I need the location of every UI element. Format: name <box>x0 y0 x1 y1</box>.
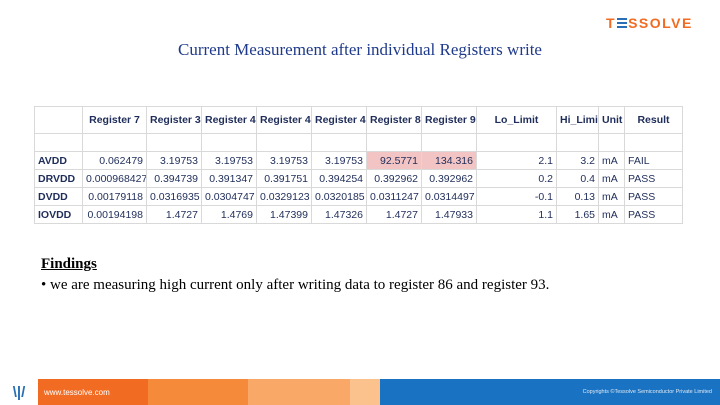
hi-limit-cell: 0.4 <box>556 169 599 188</box>
value-cell: 0.392962 <box>366 169 422 188</box>
table-empty-cell <box>256 133 312 152</box>
table-header-cell: Register 41 <box>201 106 257 134</box>
value-cell: 0.0314497 <box>421 187 477 206</box>
findings-section: Findings • we are measuring high current… <box>41 254 549 296</box>
result-cell: PASS <box>624 187 683 206</box>
value-cell: 0.0329123 <box>256 187 312 206</box>
footer-copyright: Copyrights ©Tessolve Semiconductor Priva… <box>582 389 712 395</box>
hi-limit-cell: 0.13 <box>556 187 599 206</box>
hi-limit-cell: 1.65 <box>556 205 599 224</box>
table-header-row: Register 7 Register 37 Register 41 Register… <box>34 106 683 134</box>
value-cell: 0.394739 <box>146 169 202 188</box>
table-header-cell: Register 42 <box>311 106 367 134</box>
table-row: DRVDD 0.000968427 0.394739 0.391347 0.391751… <box>34 169 683 188</box>
value-cell: 0.00179118 <box>82 187 147 206</box>
result-cell: PASS <box>624 169 683 188</box>
table-header-cell: Lo_Limit <box>476 106 557 134</box>
value-cell: 1.47326 <box>311 205 367 224</box>
table-header-cell: Register 86 <box>366 106 422 134</box>
footer-bar: \|/ www.tessolve.com Copyrights ©Tessolv… <box>0 379 720 405</box>
table-empty-cell <box>624 133 683 152</box>
footer-logo-icon: \|/ <box>0 379 38 405</box>
value-cell: 0.000968427 <box>82 169 147 188</box>
value-cell: 1.4727 <box>146 205 202 224</box>
table-header-cell: Unit <box>598 106 625 134</box>
footer-website-block: www.tessolve.com <box>38 379 148 405</box>
value-cell: 1.47399 <box>256 205 312 224</box>
row-label: IOVDD <box>34 205 83 224</box>
findings-heading: Findings <box>41 256 97 272</box>
value-cell: 1.4769 <box>201 205 257 224</box>
table-empty-cell <box>146 133 202 152</box>
value-cell: 1.4727 <box>366 205 422 224</box>
table-header-cell: Register 37 <box>146 106 202 134</box>
value-cell: 3.19753 <box>201 151 257 170</box>
table-header-cell: Register 93 <box>421 106 477 134</box>
row-label: DVDD <box>34 187 83 206</box>
lo-limit-cell: 2.1 <box>476 151 557 170</box>
value-cell: 0.392962 <box>421 169 477 188</box>
value-cell: 134.316 <box>421 151 477 170</box>
value-cell: 0.062479 <box>82 151 147 170</box>
unit-cell: mA <box>598 169 625 188</box>
value-cell: 92.5771 <box>366 151 422 170</box>
value-cell: 3.19753 <box>311 151 367 170</box>
value-cell: 3.19753 <box>146 151 202 170</box>
unit-cell: mA <box>598 187 625 206</box>
table-row: AVDD 0.062479 3.19753 3.19753 3.19753 3.19753… <box>34 151 683 170</box>
lo-limit-cell: 0.2 <box>476 169 557 188</box>
slide-title: Current Measurement after individual Reg… <box>178 40 542 59</box>
table-header-cell: Hi_Limit <box>556 106 599 134</box>
footer-stripe-3 <box>350 379 380 405</box>
table-empty-cell <box>82 133 147 152</box>
table-spacer-row <box>34 133 683 152</box>
value-cell: 0.0304747 <box>201 187 257 206</box>
footer-copyright-block: Copyrights ©Tessolve Semiconductor Priva… <box>380 379 720 405</box>
lo-limit-cell: 1.1 <box>476 205 557 224</box>
findings-bullet: • we are measuring high current only aft… <box>41 277 550 293</box>
table-empty-cell <box>366 133 422 152</box>
value-cell: 3.19753 <box>256 151 312 170</box>
unit-cell: mA <box>598 205 625 224</box>
value-cell: 1.47933 <box>421 205 477 224</box>
value-cell: 0.391347 <box>201 169 257 188</box>
measurement-table: Register 7 Register 37 Register 41 Register… <box>34 106 683 224</box>
lo-limit-cell: -0.1 <box>476 187 557 206</box>
table-row: IOVDD 0.00194198 1.4727 1.4769 1.47399 1.4732… <box>34 205 683 224</box>
tessolve-logo: T SSOLVE <box>606 15 693 31</box>
row-label: AVDD <box>34 151 83 170</box>
table-header-cell: Result <box>624 106 683 134</box>
value-cell: 0.0320185 <box>311 187 367 206</box>
result-cell: PASS <box>624 205 683 224</box>
footer-stripe-2 <box>248 379 350 405</box>
value-cell: 0.0311247 <box>366 187 422 206</box>
result-cell: FAIL <box>624 151 683 170</box>
table-header-cell: Register 43 <box>256 106 312 134</box>
table-empty-cell <box>201 133 257 152</box>
hi-limit-cell: 3.2 <box>556 151 599 170</box>
table-header-cell: Register 7 <box>82 106 147 134</box>
value-cell: 0.391751 <box>256 169 312 188</box>
table-header-cell <box>34 106 83 134</box>
logo-letter-t: T <box>606 15 617 31</box>
footer-website[interactable]: www.tessolve.com <box>44 387 110 397</box>
table-empty-cell <box>34 133 83 152</box>
logo-e-icon <box>617 17 628 29</box>
table-empty-cell <box>476 133 557 152</box>
row-label: DRVDD <box>34 169 83 188</box>
table-empty-cell <box>556 133 599 152</box>
logo-text: SSOLVE <box>628 15 693 31</box>
table-empty-cell <box>311 133 367 152</box>
table-row: DVDD 0.00179118 0.0316935 0.0304747 0.032912… <box>34 187 683 206</box>
value-cell: 0.0316935 <box>146 187 202 206</box>
footer-stripe-1 <box>148 379 248 405</box>
table-empty-cell <box>598 133 625 152</box>
value-cell: 0.394254 <box>311 169 367 188</box>
value-cell: 0.00194198 <box>82 205 147 224</box>
table-empty-cell <box>421 133 477 152</box>
unit-cell: mA <box>598 151 625 170</box>
